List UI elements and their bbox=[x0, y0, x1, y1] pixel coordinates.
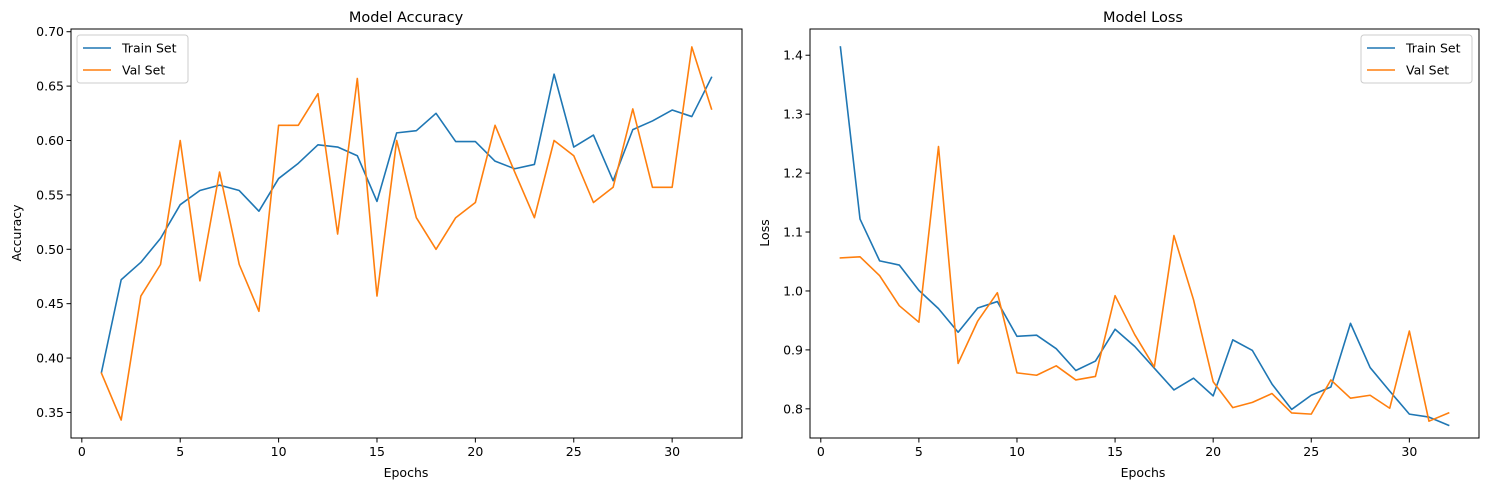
accuracy-legend-val-label: Val Set bbox=[122, 63, 165, 78]
loss-y-tick-label: 1.3 bbox=[783, 107, 803, 122]
loss-y-tick-label: 0.8 bbox=[783, 401, 803, 416]
accuracy-x-tick-label: 20 bbox=[467, 444, 483, 459]
loss-x-tick-label: 15 bbox=[1107, 444, 1123, 459]
accuracy-x-ticks: 0 5 10 15 20 25 30 bbox=[78, 438, 680, 459]
accuracy-y-tick-label: 0.55 bbox=[36, 187, 64, 202]
accuracy-x-tick-label: 25 bbox=[566, 444, 582, 459]
accuracy-y-tick-label: 0.65 bbox=[36, 79, 64, 94]
loss-x-tick-label: 30 bbox=[1401, 444, 1417, 459]
accuracy-y-tick-label: 0.60 bbox=[36, 133, 64, 148]
loss-x-tick-label: 10 bbox=[1009, 444, 1025, 459]
loss-series-lines bbox=[839, 46, 1450, 427]
accuracy-x-axis-label: Epochs bbox=[384, 465, 429, 480]
loss-x-tick-label: 20 bbox=[1205, 444, 1221, 459]
accuracy-x-tick-label: 0 bbox=[78, 444, 86, 459]
loss-x-tick-label: 5 bbox=[915, 444, 923, 459]
accuracy-y-tick-label: 0.45 bbox=[36, 296, 64, 311]
accuracy-val-set-line bbox=[100, 46, 713, 421]
loss-y-ticks: 0.8 0.9 1.0 1.1 1.2 1.3 1.4 bbox=[783, 48, 810, 416]
loss-y-tick-label: 1.2 bbox=[783, 166, 803, 181]
loss-legend-val-label: Val Set bbox=[1406, 63, 1449, 78]
loss-train-set-line bbox=[839, 46, 1450, 427]
loss-plot-area bbox=[809, 28, 1480, 439]
accuracy-series-lines bbox=[100, 46, 713, 421]
loss-val-set-line bbox=[839, 145, 1450, 423]
accuracy-y-tick-label: 0.40 bbox=[36, 351, 64, 366]
loss-legend: Train Set Val Set bbox=[1360, 34, 1473, 84]
loss-legend-train-label: Train Set bbox=[1405, 41, 1461, 56]
accuracy-chart-title: Model Accuracy bbox=[349, 10, 464, 26]
accuracy-train-set-line bbox=[100, 73, 713, 374]
accuracy-y-ticks: 0.35 0.40 0.45 0.50 0.55 0.60 0.65 0.70 bbox=[36, 24, 71, 420]
loss-y-tick-label: 1.0 bbox=[783, 283, 803, 298]
accuracy-x-tick-label: 5 bbox=[176, 444, 184, 459]
loss-y-axis-label: Loss bbox=[757, 219, 772, 246]
loss-chart: Model Loss 0 5 10 15 20 25 30 0.8 0.9 1.0 1.1 1.2 1… bbox=[757, 10, 1480, 480]
loss-y-tick-label: 1.4 bbox=[783, 48, 803, 63]
accuracy-chart: Model Accuracy 0 5 10 15 20 25 30 0.35 0.40 0.45… bbox=[9, 10, 743, 480]
accuracy-legend-train-label: Train Set bbox=[121, 41, 177, 56]
loss-x-tick-label: 25 bbox=[1303, 444, 1319, 459]
accuracy-x-tick-label: 10 bbox=[271, 444, 287, 459]
accuracy-x-tick-label: 30 bbox=[664, 444, 680, 459]
loss-chart-title: Model Loss bbox=[1103, 10, 1183, 26]
accuracy-plot-area bbox=[70, 28, 743, 439]
loss-x-ticks: 0 5 10 15 20 25 30 bbox=[817, 438, 1417, 459]
loss-x-axis-label: Epochs bbox=[1121, 465, 1166, 480]
loss-x-tick-label: 0 bbox=[817, 444, 825, 459]
accuracy-y-tick-label: 0.35 bbox=[36, 405, 64, 420]
accuracy-y-tick-label: 0.50 bbox=[36, 242, 64, 257]
accuracy-x-tick-label: 15 bbox=[369, 444, 385, 459]
loss-y-tick-label: 1.1 bbox=[783, 225, 803, 240]
accuracy-y-tick-label: 0.70 bbox=[36, 24, 64, 39]
accuracy-y-axis-label: Accuracy bbox=[9, 204, 24, 262]
loss-y-tick-label: 0.9 bbox=[783, 342, 803, 357]
accuracy-legend: Train Set Val Set bbox=[76, 34, 189, 84]
